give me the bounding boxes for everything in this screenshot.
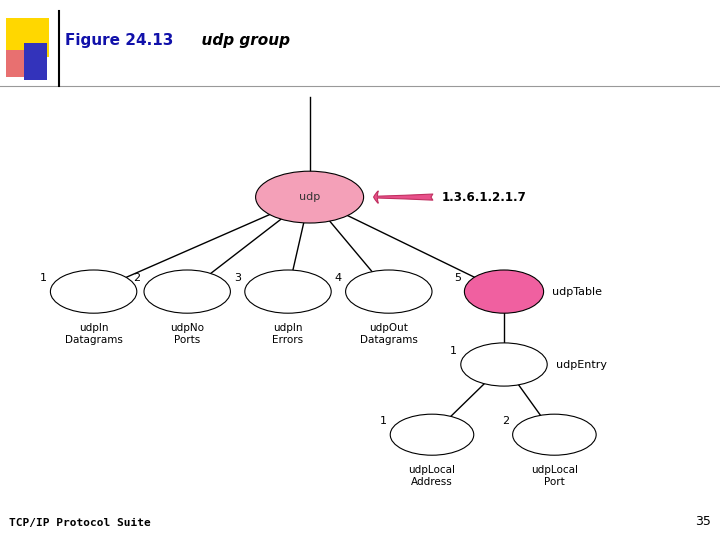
Text: udpOut
Datagrams: udpOut Datagrams [360,323,418,345]
Text: 5: 5 [454,273,461,283]
Bar [24,43,47,80]
Text: udpTable: udpTable [552,287,602,296]
Ellipse shape [513,414,596,455]
Bar [6,18,49,57]
Text: udpNo
Ports: udpNo Ports [170,323,204,345]
Text: 1: 1 [40,273,47,283]
Text: TCP/IP Protocol Suite: TCP/IP Protocol Suite [9,518,150,528]
Ellipse shape [245,270,331,313]
Text: udpEntry: udpEntry [556,360,607,369]
Ellipse shape [50,270,137,313]
Ellipse shape [144,270,230,313]
Ellipse shape [461,343,547,386]
Text: udp: udp [299,192,320,202]
Text: 35: 35 [696,515,711,528]
Text: 1: 1 [450,346,457,356]
Text: 2: 2 [502,416,509,427]
Ellipse shape [464,270,544,313]
Ellipse shape [346,270,432,313]
Text: udp group: udp group [191,33,289,48]
Ellipse shape [390,414,474,455]
Ellipse shape [256,171,364,223]
Text: 1: 1 [379,416,387,427]
Text: udpLocal
Port: udpLocal Port [531,465,578,487]
Bar [6,50,37,77]
Text: udpIn
Errors: udpIn Errors [272,323,304,345]
Text: Figure 24.13: Figure 24.13 [65,33,174,48]
Text: udpLocal
Address: udpLocal Address [408,465,456,487]
Text: udpIn
Datagrams: udpIn Datagrams [65,323,122,345]
Text: 4: 4 [335,273,342,283]
Text: 3: 3 [234,273,241,283]
Text: 2: 2 [133,273,140,283]
Text: 1.3.6.1.2.1.7: 1.3.6.1.2.1.7 [441,191,526,204]
